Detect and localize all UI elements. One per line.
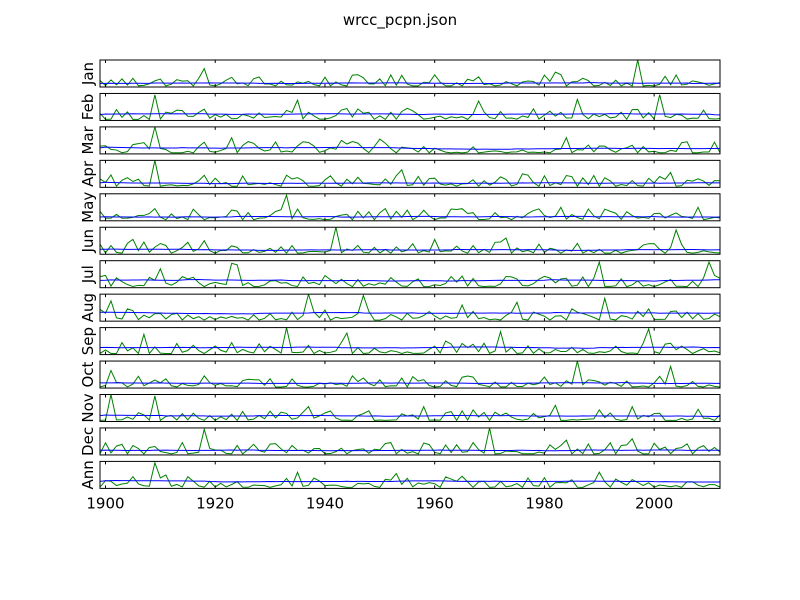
raw-series-line: [100, 461, 720, 489]
panel-label: Jan: [79, 62, 97, 86]
panel-mar: Mar: [79, 125, 721, 155]
raw-series-line: [100, 60, 720, 87]
panel-frame: [99, 59, 721, 88]
raw-series-line: [100, 427, 720, 455]
panel-label: Feb: [79, 94, 97, 121]
raw-series-line: [100, 294, 720, 321]
smoothed-series-line: [100, 382, 720, 384]
panel-label: Ann: [79, 460, 97, 489]
smoothed-series-line: [100, 414, 720, 417]
panel-may: May: [79, 192, 721, 223]
raw-series-line: [100, 361, 720, 388]
panel-frame: [99, 226, 721, 255]
panel-frame: [99, 92, 721, 121]
panel-frame: [99, 460, 721, 489]
panel-frame: [99, 260, 721, 289]
panel-apr: Apr: [79, 159, 721, 188]
panel-label: Sep: [79, 327, 97, 355]
smoothed-series-line: [100, 215, 720, 218]
panel-label: Mar: [79, 125, 97, 154]
panel-jan: Jan: [79, 59, 721, 88]
raw-series-line: [100, 160, 720, 188]
smoothed-series-line: [100, 449, 720, 452]
panel-aug: Aug: [79, 293, 721, 322]
panel-nov: Nov: [79, 393, 721, 423]
x-axis: 1900 1920 1940 1960 1980 2000: [86, 494, 673, 512]
x-tick-label: 1920: [196, 494, 234, 512]
panel-jul: Jul: [79, 260, 721, 289]
x-tick-label: 1940: [306, 494, 344, 512]
smoothed-series-line: [100, 248, 720, 251]
raw-series-line: [100, 227, 720, 255]
panel-ann: Ann: [79, 460, 721, 490]
panel-oct: Oct: [79, 360, 721, 389]
panel-frame: [99, 293, 721, 322]
panel-frame: [99, 394, 721, 422]
panel-frame: [99, 159, 721, 188]
smoothed-series-line: [100, 279, 720, 282]
panel-label: Apr: [79, 160, 97, 187]
panel-label: Dec: [79, 427, 97, 456]
panel-label: May: [79, 192, 97, 223]
x-tick-label: 1980: [525, 494, 563, 512]
panel-frame: [99, 360, 721, 389]
smoothed-series-line: [100, 311, 720, 315]
panel-frame: [99, 427, 721, 456]
panel-sep: Sep: [79, 327, 721, 356]
panel-label: Oct: [79, 361, 97, 387]
panels-group: Jan Feb Mar Apr May Jun Jul Aug Sep Oct Nov Dec Ann: [79, 59, 721, 490]
x-tick-label: 1960: [416, 494, 454, 512]
smoothed-series-line: [100, 113, 720, 116]
panel-label: Nov: [79, 393, 97, 422]
smoothed-series-line: [100, 346, 720, 349]
smoothed-series-line: [100, 82, 720, 85]
chart-title: wrcc_pcpn.json: [343, 11, 457, 30]
smoothed-series-line: [100, 181, 720, 185]
raw-series-line: [100, 193, 720, 221]
panel-dec: Dec: [79, 427, 721, 456]
x-tick-label: 1900: [86, 494, 124, 512]
panel-jun: Jun: [79, 226, 721, 255]
x-tick-label: 2000: [635, 494, 673, 512]
panel-label: Jul: [79, 265, 97, 284]
raw-series-line: [100, 94, 720, 121]
panel-frame: [99, 327, 721, 356]
raw-series-line: [100, 327, 720, 355]
panel-frame: [99, 126, 721, 155]
panel-feb: Feb: [79, 92, 721, 121]
smoothed-series-line: [100, 479, 720, 483]
smoothed-series-line: [100, 146, 720, 150]
panel-frame: [99, 193, 721, 222]
panel-label: Aug: [79, 293, 97, 322]
raw-series-line: [100, 260, 720, 288]
panel-label: Jun: [79, 229, 97, 253]
